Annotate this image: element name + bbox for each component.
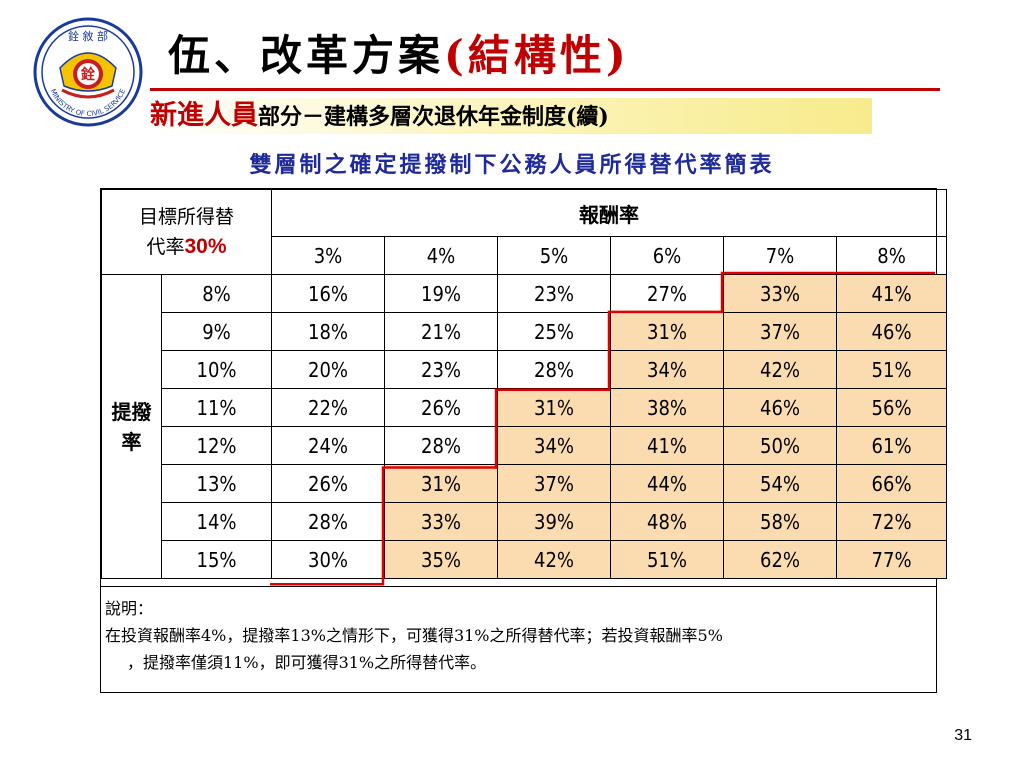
table-title: 雙層制之確定提撥制下公務人員所得替代率簡表 [249, 152, 775, 178]
replacement-rate-cell: 22% [271, 388, 386, 427]
replacement-rate-cell: 62% [723, 540, 838, 579]
row-group-label: 提撥率 [111, 399, 152, 454]
replacement-rate-cell: 28% [497, 350, 612, 389]
page-number: 31 [954, 727, 972, 744]
note-line2: ，提撥率僅須11%，即可獲得31%之所得替代率。 [127, 653, 487, 672]
contribution-rate-cell: 12% [160, 426, 273, 465]
replacement-rate-cell: 42% [497, 540, 612, 579]
title-underline [150, 88, 940, 91]
return-rate-1: 4% [384, 236, 499, 275]
contribution-rate-header: 提撥率 [101, 274, 162, 579]
contribution-rate-cell: 8% [160, 274, 273, 313]
replacement-rate-cell: 66% [836, 464, 948, 503]
return-rate-4: 7% [723, 236, 838, 275]
replacement-rate-cell: 72% [836, 502, 948, 541]
corner-line2: 代率 [146, 236, 185, 258]
table-row: 13% 26% 31% 37% 44% 54% 66% [102, 464, 948, 503]
replacement-rate-cell: 37% [497, 464, 612, 503]
slide-title: 伍、改革方案(結構性) [168, 22, 630, 83]
replacement-rate-cell: 33% [384, 502, 499, 541]
slide-title-highlight: (結構性) [444, 31, 630, 80]
replacement-rate-cell: 31% [384, 464, 499, 503]
replacement-rate-cell: 26% [271, 464, 386, 503]
replacement-rate-cell: 44% [610, 464, 725, 503]
table-row: 提撥率 8% 16% 19% 23% 27% 33% 41% [101, 274, 948, 579]
replacement-rate-cell: 41% [610, 426, 725, 465]
return-rate-5: 8% [836, 236, 948, 275]
replacement-rate-cell: 26% [384, 388, 499, 427]
table-row: 9% 18% 21% 25% 31% 37% 46% [102, 312, 948, 351]
replacement-rate-cell: 24% [271, 426, 386, 465]
replacement-rate-cell: 30% [271, 540, 386, 579]
table-corner-label: 目標所得替 代率30% [100, 189, 273, 275]
return-rate-2: 5% [497, 236, 612, 275]
contribution-rate-cell: 13% [160, 464, 273, 503]
table-row: 14% 28% 33% 39% 48% 58% 72% [102, 502, 948, 541]
replacement-rate-cell: 35% [384, 540, 499, 579]
replacement-rate-cell: 34% [610, 350, 725, 389]
slide-title-prefix: 伍、改革方案 [168, 31, 445, 80]
replacement-rate-cell: 23% [497, 274, 612, 313]
rate-grid: 目標所得替 代率30% 報酬率 3% 4% 5% 6% 7% 8% 提撥率 8% 16% 19%… [100, 189, 948, 579]
logo-top-text: 銓 敘 部 [68, 29, 108, 43]
replacement-rate-cell: 19% [384, 274, 499, 313]
replacement-rate-cell: 61% [836, 426, 948, 465]
contribution-rate-cell: 15% [160, 540, 273, 579]
replacement-rate-cell: 31% [610, 312, 725, 351]
corner-line1: 目標所得替 [139, 206, 235, 228]
table-row: 12% 24% 28% 34% 41% 50% 61% [102, 426, 948, 465]
replacement-rate-cell: 25% [497, 312, 612, 351]
contribution-rate-cell: 14% [160, 502, 273, 541]
replacement-rate-cell: 33% [723, 274, 838, 313]
note-label: 說明： [105, 599, 154, 618]
replacement-rate-cell: 41% [836, 274, 948, 313]
replacement-rate-table: 目標所得替 代率30% 報酬率 3% 4% 5% 6% 7% 8% 提撥率 8% 16% 19%… [100, 188, 948, 693]
replacement-rate-cell: 21% [384, 312, 499, 351]
replacement-rate-cell: 18% [271, 312, 386, 351]
return-rate-0: 3% [271, 236, 386, 275]
explanation-note: 說明： 在投資報酬率4%，提撥率13%之情形下，可獲得31%之所得替代率；若投資… [101, 586, 936, 692]
slide-subtitle: 新進人員部分－建構多層次退休年金制度(續) [150, 98, 872, 134]
replacement-rate-cell: 50% [723, 426, 838, 465]
contribution-rate-cell: 10% [160, 350, 273, 389]
contribution-rate-cell: 9% [160, 312, 273, 351]
replacement-rate-cell: 51% [610, 540, 725, 579]
subtitle-highlight: 新進人員 [150, 100, 258, 131]
replacement-rate-cell: 16% [271, 274, 386, 313]
replacement-rate-cell: 28% [384, 426, 499, 465]
replacement-rate-cell: 37% [723, 312, 838, 351]
subtitle-rest: 部分－建構多層次退休年金制度(續) [258, 104, 609, 130]
logo-center-char: 銓 [81, 66, 95, 83]
return-rate-3: 6% [610, 236, 725, 275]
table-row: 11% 22% 26% 31% 38% 46% 56% [102, 388, 948, 427]
replacement-rate-cell: 27% [610, 274, 725, 313]
replacement-rate-cell: 38% [610, 388, 725, 427]
replacement-rate-cell: 46% [723, 388, 838, 427]
note-line1: 在投資報酬率4%，提撥率13%之情形下，可獲得31%之所得替代率；若投資報酬率5… [105, 626, 723, 645]
replacement-rate-cell: 77% [836, 540, 948, 579]
replacement-rate-cell: 28% [271, 502, 386, 541]
replacement-rate-cell: 20% [271, 350, 386, 389]
table-row: 15% 30% 35% 42% 51% 62% 77% [102, 540, 948, 579]
replacement-rate-cell: 58% [723, 502, 838, 541]
replacement-rate-cell: 31% [497, 388, 612, 427]
replacement-rate-cell: 51% [836, 350, 948, 389]
replacement-rate-cell: 48% [610, 502, 725, 541]
contribution-rate-cell: 11% [160, 388, 273, 427]
replacement-rate-cell: 42% [723, 350, 838, 389]
replacement-rate-cell: 23% [384, 350, 499, 389]
replacement-rate-cell: 56% [836, 388, 948, 427]
replacement-rate-cell: 39% [497, 502, 612, 541]
corner-target-pct: 30% [184, 235, 227, 258]
table-row: 10% 20% 23% 28% 34% 42% 51% [102, 350, 948, 389]
replacement-rate-cell: 46% [836, 312, 948, 351]
replacement-rate-cell: 54% [723, 464, 838, 503]
return-rate-row: 3% 4% 5% 6% 7% 8% [102, 236, 948, 275]
ministry-logo: 銓 敘 部 MINISTRY OF CIVIL SERVICE 銓 [33, 17, 143, 127]
return-rate-header: 報酬率 [271, 189, 948, 237]
replacement-rate-cell: 34% [497, 426, 612, 465]
